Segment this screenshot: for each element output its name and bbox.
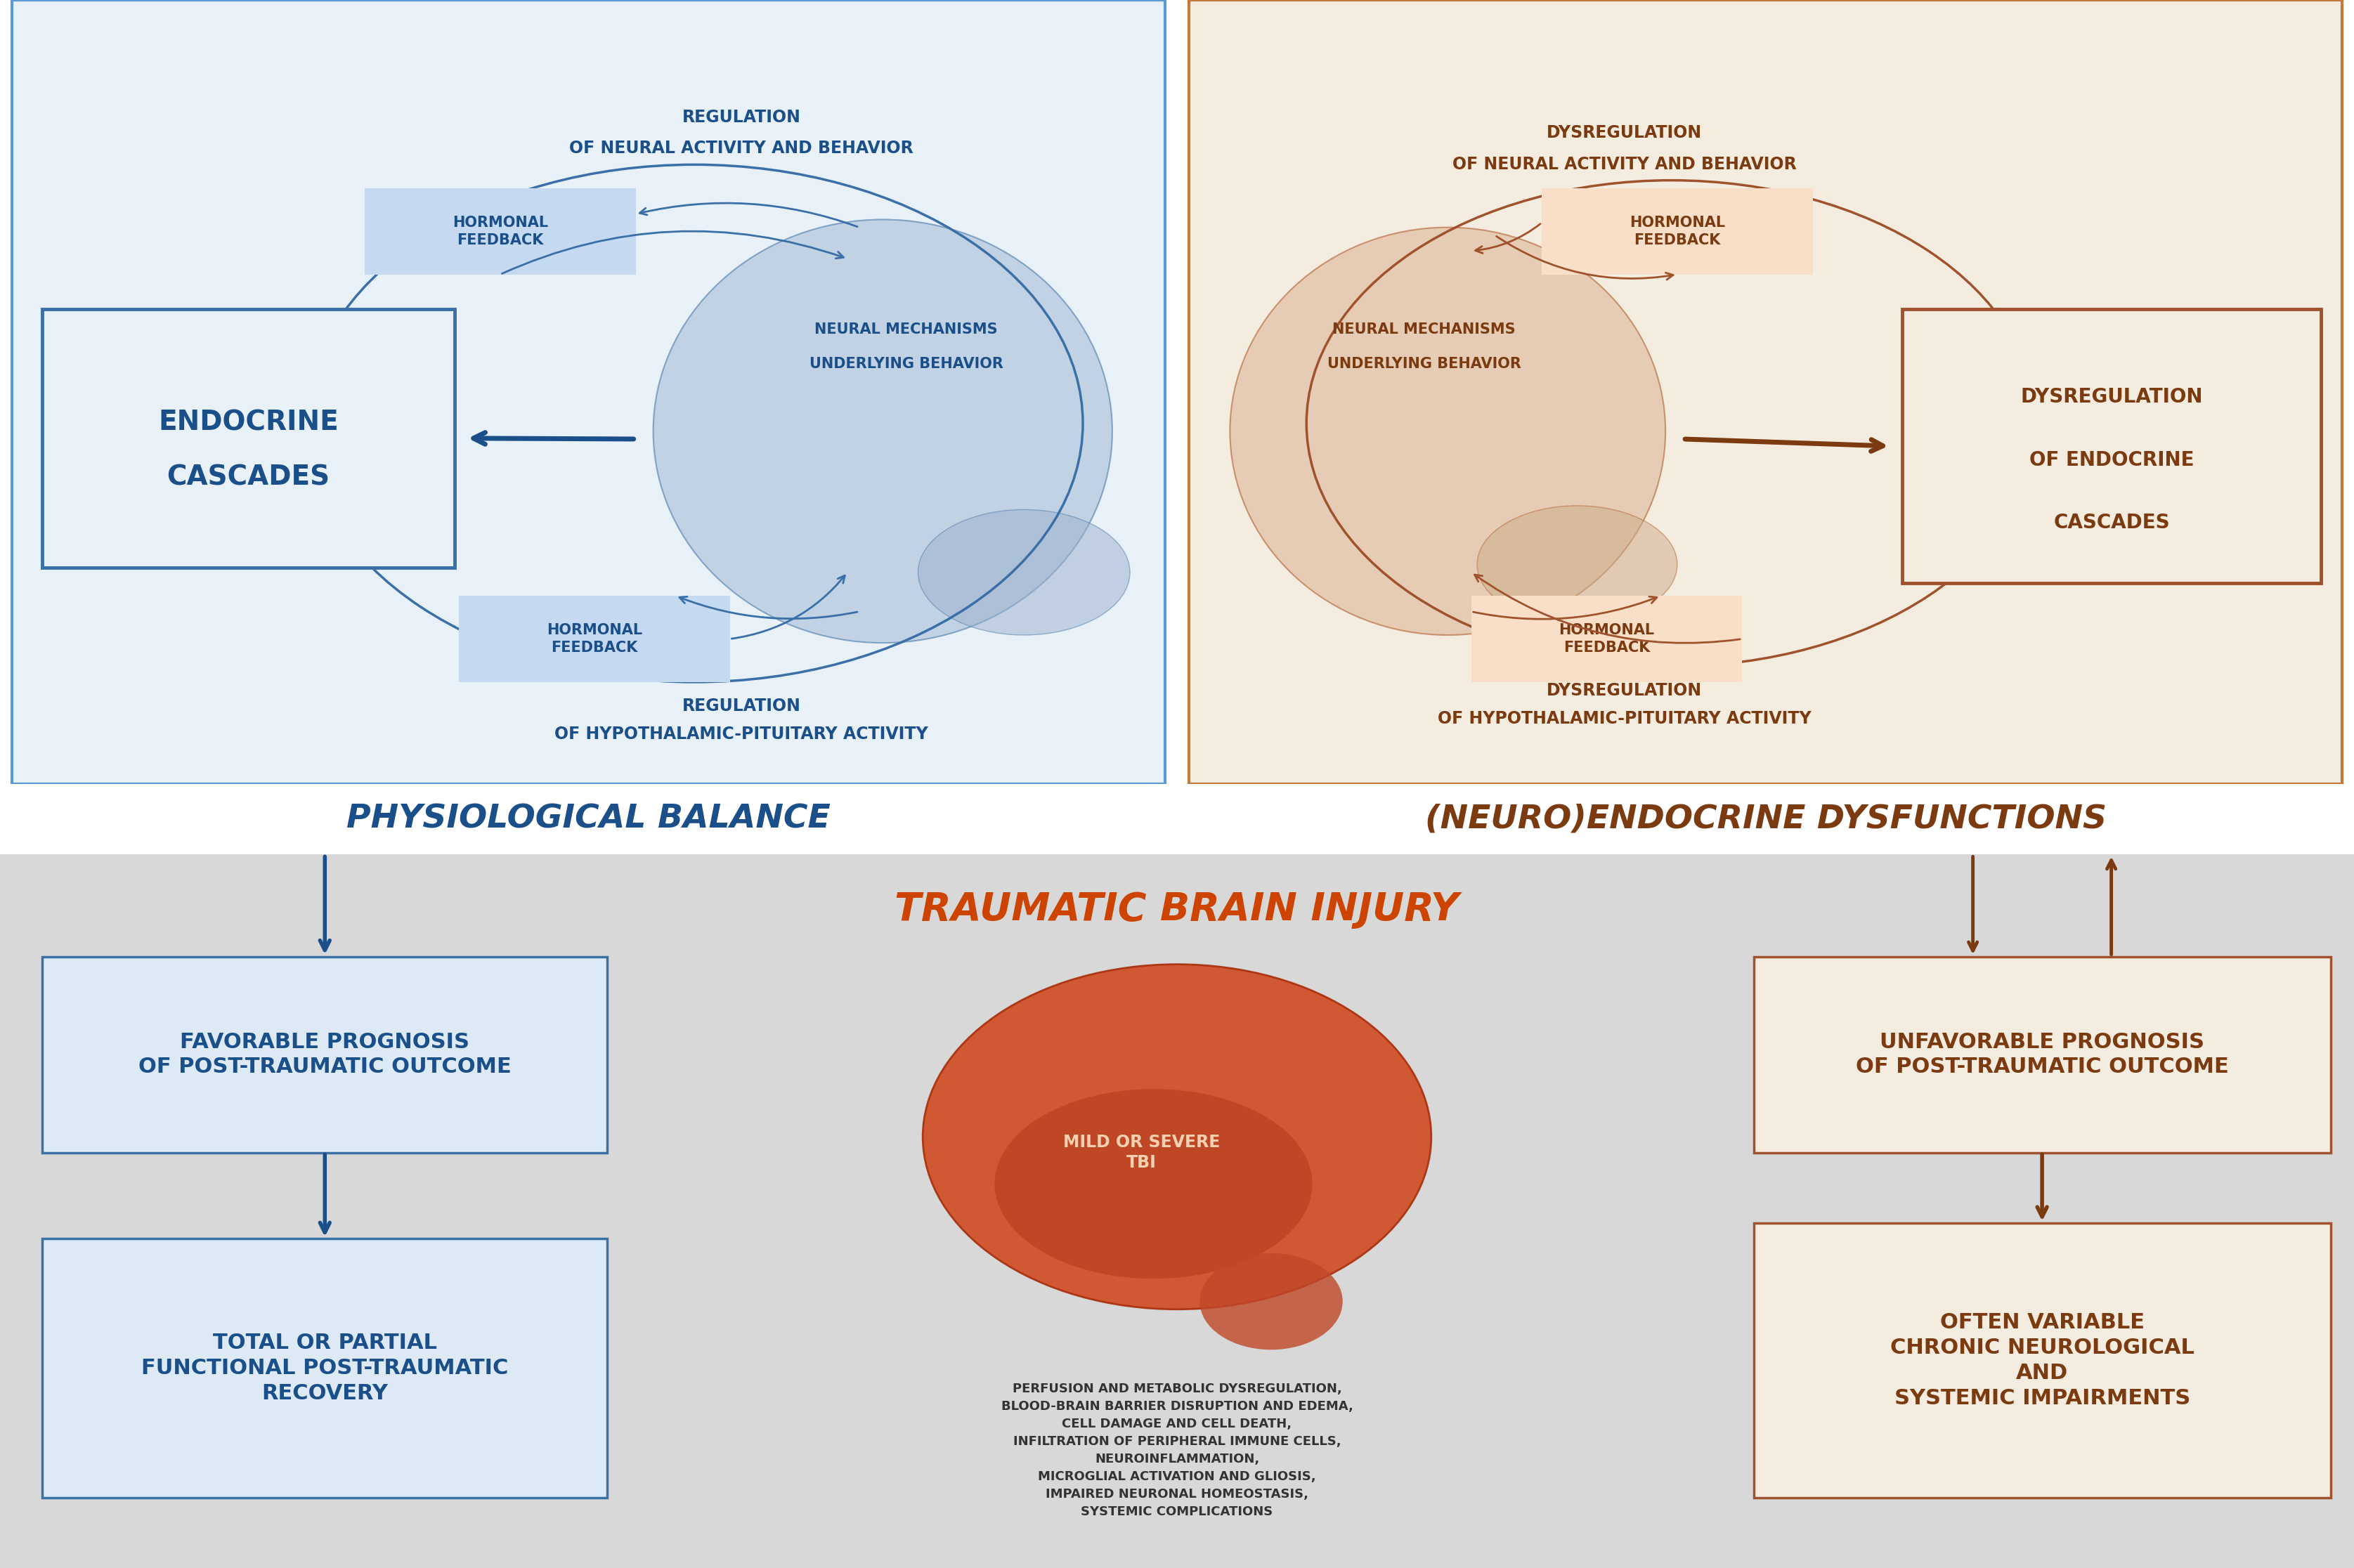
Text: UNDERLYING BEHAVIOR: UNDERLYING BEHAVIOR: [810, 358, 1003, 370]
Text: OF HYPOTHALAMIC-PITUITARY ACTIVITY: OF HYPOTHALAMIC-PITUITARY ACTIVITY: [556, 726, 927, 743]
Text: HORMONAL
FEEDBACK: HORMONAL FEEDBACK: [1629, 215, 1725, 248]
Text: OF ENDOCRINE: OF ENDOCRINE: [2029, 450, 2194, 470]
Text: PHYSIOLOGICAL BALANCE: PHYSIOLOGICAL BALANCE: [346, 803, 831, 836]
Ellipse shape: [1201, 1253, 1342, 1350]
Text: HORMONAL
FEEDBACK: HORMONAL FEEDBACK: [546, 622, 643, 655]
Text: REGULATION: REGULATION: [683, 108, 800, 125]
Text: NEURAL MECHANISMS: NEURAL MECHANISMS: [1332, 323, 1516, 336]
Text: HORMONAL
FEEDBACK: HORMONAL FEEDBACK: [1558, 622, 1655, 655]
Ellipse shape: [1229, 227, 1667, 635]
Bar: [0, 855, 2354, 1568]
Text: DYSREGULATION: DYSREGULATION: [1547, 124, 1702, 141]
Bar: [1189, 0, 2342, 784]
Text: REGULATION: REGULATION: [683, 698, 800, 715]
Text: CASCADES: CASCADES: [2053, 513, 2170, 533]
Text: OF NEURAL ACTIVITY AND BEHAVIOR: OF NEURAL ACTIVITY AND BEHAVIOR: [570, 140, 913, 157]
Text: UNDERLYING BEHAVIOR: UNDERLYING BEHAVIOR: [1328, 358, 1521, 370]
Text: DYSREGULATION: DYSREGULATION: [2020, 387, 2203, 406]
Ellipse shape: [654, 220, 1113, 643]
Text: UNFAVORABLE PROGNOSIS
OF POST-TRAUMATIC OUTCOME: UNFAVORABLE PROGNOSIS OF POST-TRAUMATIC …: [1855, 1032, 2229, 1077]
Bar: [1177, 784, 2354, 855]
FancyBboxPatch shape: [42, 956, 607, 1152]
Text: OF HYPOTHALAMIC-PITUITARY ACTIVITY: OF HYPOTHALAMIC-PITUITARY ACTIVITY: [1438, 710, 1810, 728]
FancyBboxPatch shape: [459, 596, 730, 682]
Text: (NEURO)ENDOCRINE DYSFUNCTIONS: (NEURO)ENDOCRINE DYSFUNCTIONS: [1424, 803, 2107, 836]
Bar: [12, 0, 1165, 784]
FancyBboxPatch shape: [42, 1239, 607, 1497]
FancyBboxPatch shape: [1754, 956, 2330, 1152]
Text: TOTAL OR PARTIAL
FUNCTIONAL POST-TRAUMATIC
RECOVERY: TOTAL OR PARTIAL FUNCTIONAL POST-TRAUMAT…: [141, 1333, 508, 1403]
Text: MILD OR SEVERE
TBI: MILD OR SEVERE TBI: [1064, 1134, 1219, 1171]
Ellipse shape: [1478, 506, 1676, 624]
Ellipse shape: [993, 1090, 1314, 1279]
Ellipse shape: [923, 964, 1431, 1309]
FancyBboxPatch shape: [1471, 596, 1742, 682]
FancyBboxPatch shape: [1902, 309, 2321, 583]
Text: NEURAL MECHANISMS: NEURAL MECHANISMS: [814, 323, 998, 336]
Text: OF NEURAL ACTIVITY AND BEHAVIOR: OF NEURAL ACTIVITY AND BEHAVIOR: [1452, 155, 1796, 172]
FancyBboxPatch shape: [365, 188, 636, 274]
FancyBboxPatch shape: [1542, 188, 1813, 274]
FancyBboxPatch shape: [42, 309, 454, 568]
Text: PERFUSION AND METABOLIC DYSREGULATION,
BLOOD-BRAIN BARRIER DISRUPTION AND EDEMA,: PERFUSION AND METABOLIC DYSREGULATION, B…: [1000, 1383, 1354, 1518]
Text: CASCADES: CASCADES: [167, 464, 330, 491]
Text: ENDOCRINE: ENDOCRINE: [158, 409, 339, 436]
Text: DYSREGULATION: DYSREGULATION: [1547, 682, 1702, 699]
FancyBboxPatch shape: [1754, 1223, 2330, 1497]
Bar: [0, 784, 1177, 855]
Text: OFTEN VARIABLE
CHRONIC NEUROLOGICAL
AND
SYSTEMIC IMPAIRMENTS: OFTEN VARIABLE CHRONIC NEUROLOGICAL AND …: [1890, 1312, 2194, 1408]
Text: HORMONAL
FEEDBACK: HORMONAL FEEDBACK: [452, 215, 548, 248]
Text: TRAUMATIC BRAIN INJURY: TRAUMATIC BRAIN INJURY: [895, 891, 1459, 928]
Ellipse shape: [918, 510, 1130, 635]
Text: FAVORABLE PROGNOSIS
OF POST-TRAUMATIC OUTCOME: FAVORABLE PROGNOSIS OF POST-TRAUMATIC OU…: [139, 1032, 511, 1077]
